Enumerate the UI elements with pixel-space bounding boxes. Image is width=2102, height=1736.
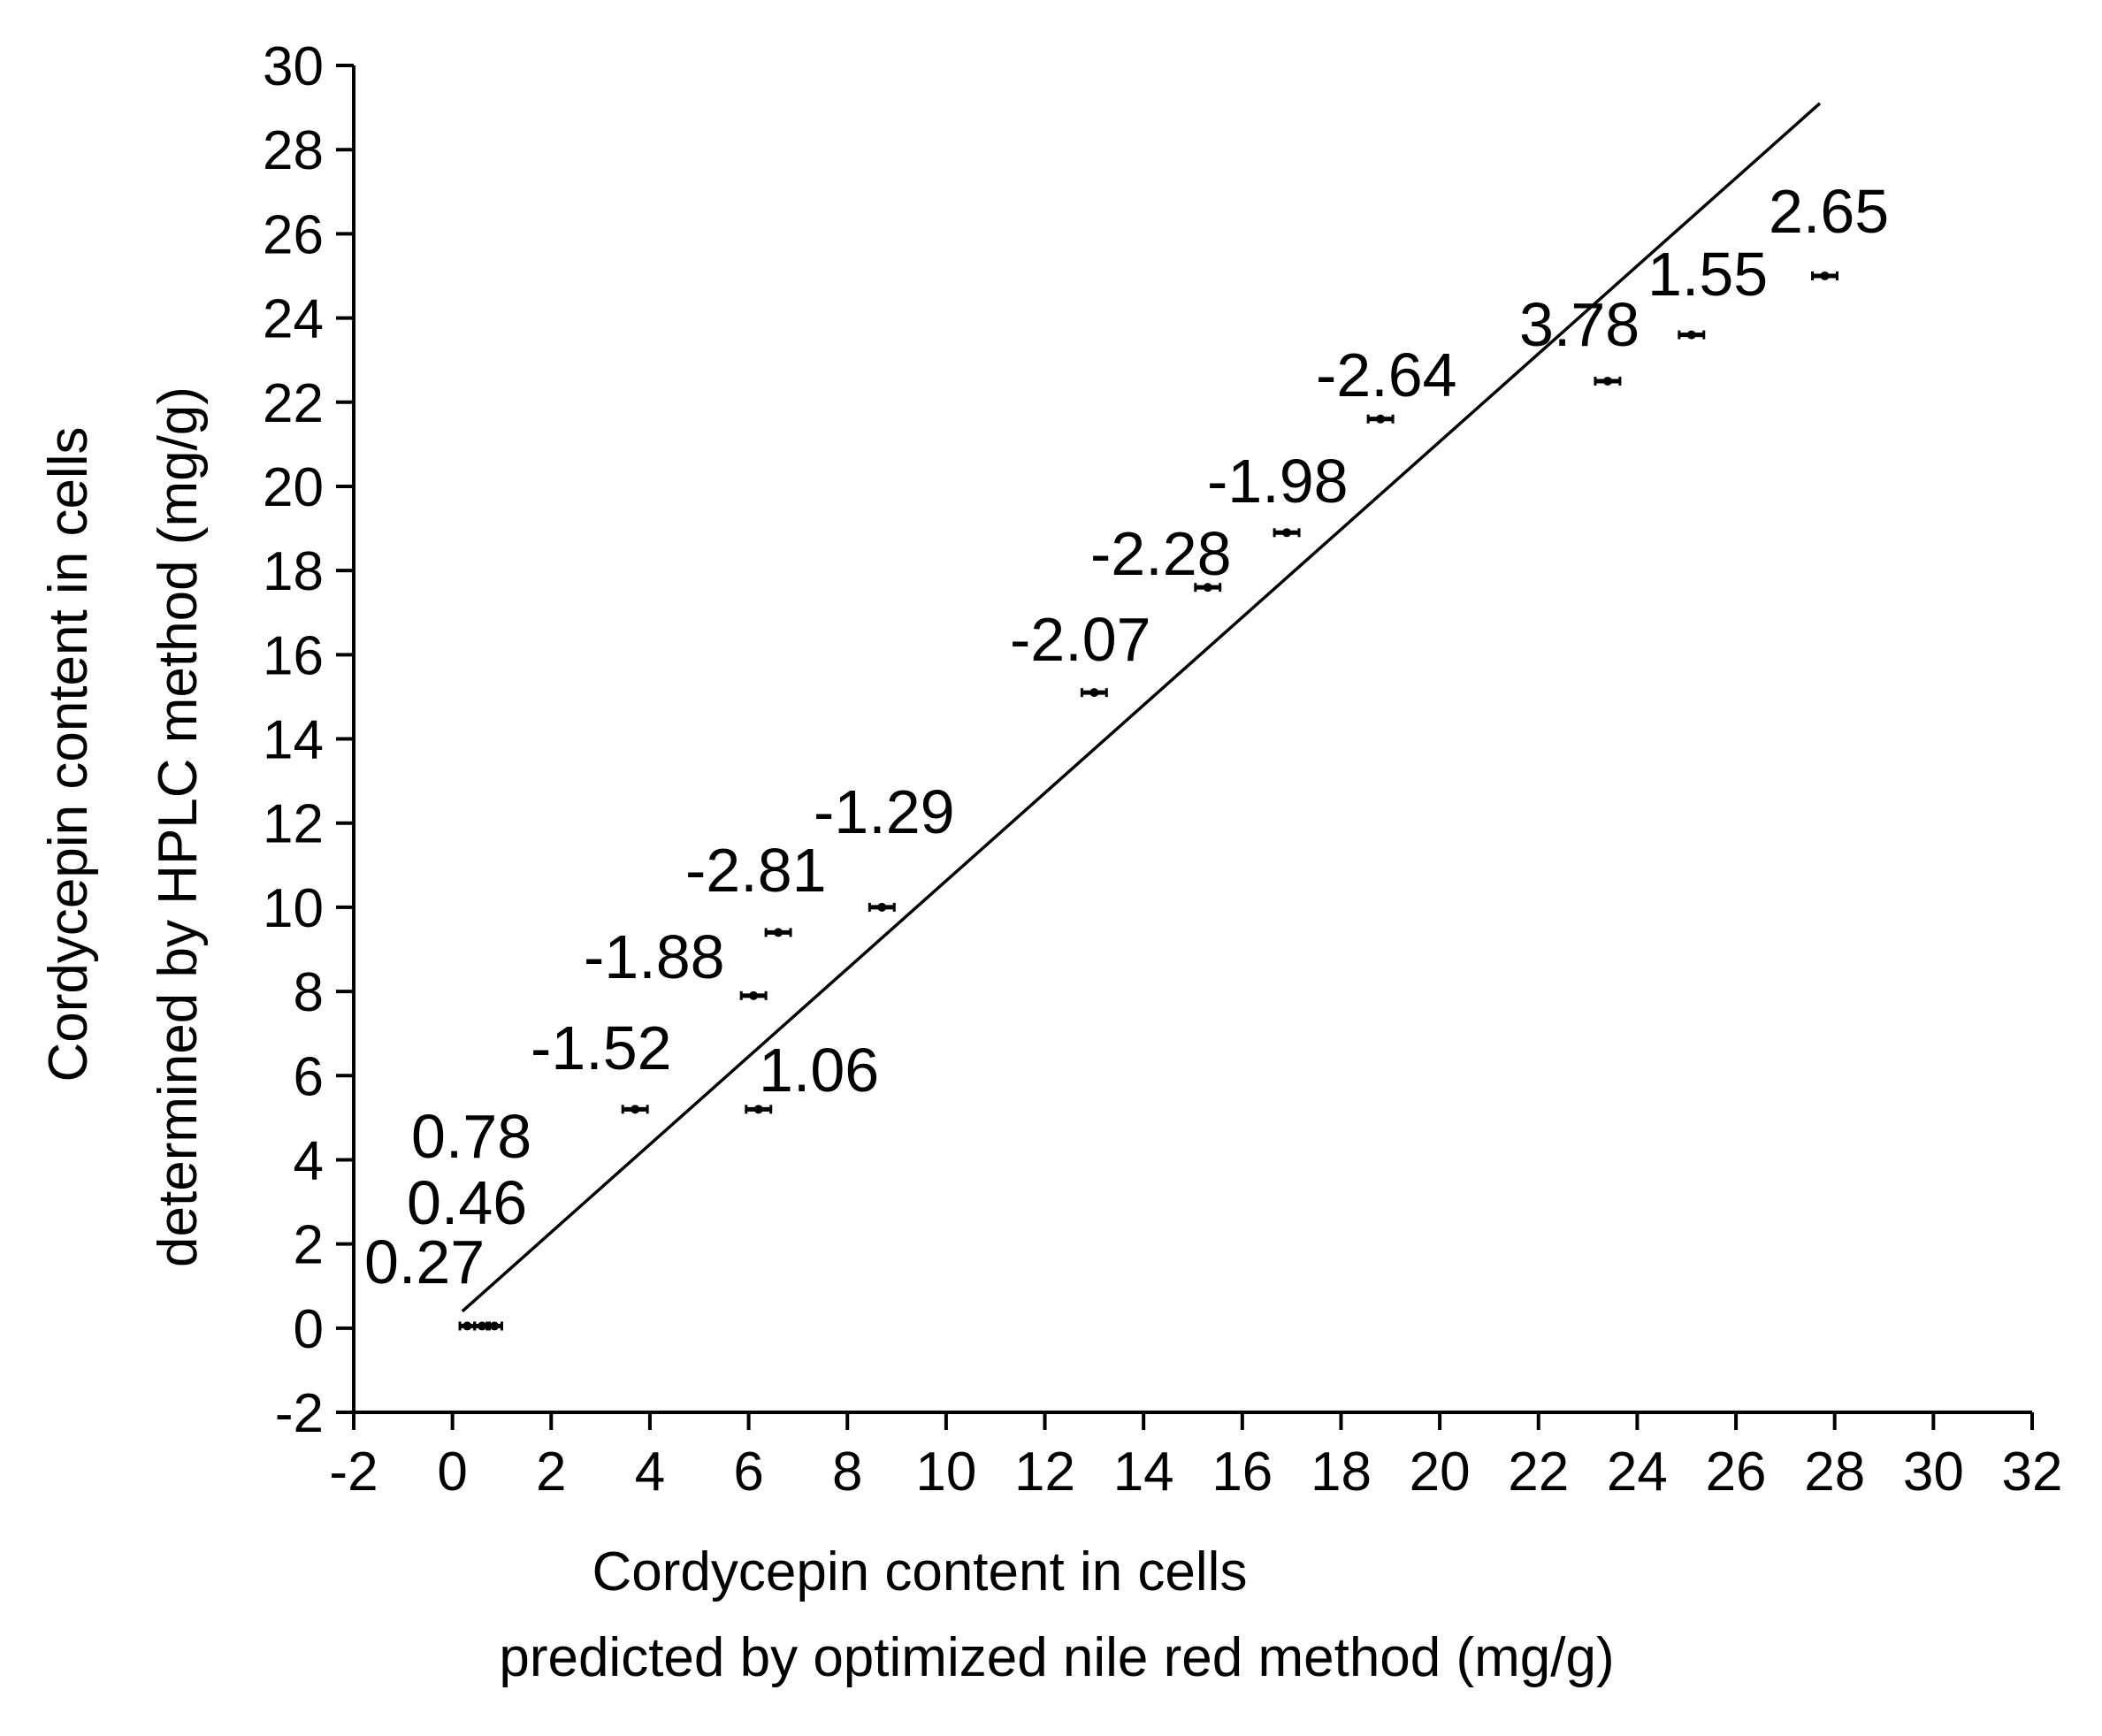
- x-axis-title-line-2: predicted by optimized nile red method (…: [499, 1627, 1614, 1688]
- point-marker: [753, 1105, 763, 1114]
- y-tick-label: 22: [263, 373, 324, 434]
- point-marker: [774, 928, 783, 937]
- data-point: [1194, 583, 1222, 593]
- data-point: [485, 1321, 503, 1331]
- point-label: -2.64: [1316, 340, 1457, 409]
- point-marker: [631, 1105, 640, 1114]
- x-tick-label: 22: [1508, 1442, 1569, 1503]
- x-tick-label: 18: [1311, 1442, 1372, 1503]
- point-marker: [1820, 271, 1830, 280]
- point-label: -1.52: [531, 1013, 672, 1082]
- y-tick-label: 28: [263, 120, 324, 181]
- data-point: [764, 928, 792, 937]
- point-label: -2.81: [685, 836, 827, 905]
- axes: -2 0 2 4 6 8 10 12 14 16 18 20 22 24 26 28 30 32-20246810…: [263, 36, 2062, 1503]
- x-tick-label: 12: [1014, 1442, 1075, 1503]
- point-marker: [462, 1321, 472, 1331]
- data-point: [1678, 330, 1706, 340]
- y-tick-label: 14: [263, 710, 324, 771]
- point-marker: [1686, 330, 1696, 340]
- y-tick-label: 26: [263, 204, 324, 265]
- point-label: 3.78: [1519, 290, 1640, 359]
- point-marker: [1089, 688, 1099, 698]
- data-point: [1366, 414, 1395, 424]
- y-axis-title-line-1: Cordycepin content in cells: [38, 427, 99, 1082]
- point-label: -1.88: [584, 922, 725, 991]
- x-tick-label: 10: [915, 1442, 976, 1503]
- point-label: -1.98: [1207, 447, 1349, 516]
- point-label: 1.06: [759, 1036, 879, 1105]
- point-marker: [1602, 376, 1612, 386]
- y-tick-label: 18: [263, 541, 324, 602]
- point-label: -2.28: [1090, 519, 1232, 588]
- y-tick-label: 10: [263, 878, 324, 939]
- x-tick-label: 2: [536, 1442, 566, 1503]
- point-marker: [478, 1321, 487, 1331]
- x-tick-label: 4: [635, 1442, 665, 1503]
- point-marker: [877, 902, 887, 912]
- x-tick-label: 32: [2002, 1442, 2063, 1503]
- point-label: 0.78: [411, 1102, 531, 1171]
- x-tick-label: 20: [1410, 1442, 1471, 1503]
- point-label: 0.46: [407, 1168, 527, 1237]
- y-tick-label: 20: [263, 457, 324, 518]
- trendline: [461, 102, 1822, 1313]
- x-tick-label: 8: [832, 1442, 862, 1503]
- point-label: 0.27: [364, 1227, 485, 1296]
- x-tick-label: 6: [733, 1442, 763, 1503]
- y-tick-label: -2: [275, 1383, 324, 1444]
- y-tick-label: 6: [294, 1046, 324, 1107]
- y-tick-label: 16: [263, 625, 324, 686]
- point-labels: 0.270.460.78-1.52 1.06 -1.88 -2.81-1.29 -2.0…: [364, 177, 1889, 1296]
- data-point: [458, 1321, 477, 1331]
- y-tick-label: 4: [294, 1130, 324, 1191]
- y-tick-label: 0: [294, 1299, 324, 1360]
- y-tick-label: 24: [263, 289, 324, 350]
- point-marker: [490, 1321, 500, 1331]
- point-label: -2.07: [1010, 605, 1151, 674]
- x-tick-label: 26: [1706, 1442, 1767, 1503]
- data-points: [458, 271, 1838, 1331]
- data-point: [621, 1105, 649, 1114]
- y-axis-title-line-2: determined by HPLC method (mg/g): [148, 386, 209, 1267]
- data-point: [1594, 376, 1622, 386]
- x-tick-label: 0: [437, 1442, 467, 1503]
- data-point: [739, 990, 768, 1000]
- data-point: [1273, 528, 1301, 538]
- y-tick-label: 12: [263, 794, 324, 855]
- point-label: -1.29: [814, 777, 955, 846]
- y-tick-label: 30: [263, 36, 324, 97]
- point-marker: [1376, 414, 1386, 424]
- x-tick-label: 14: [1113, 1442, 1174, 1503]
- x-tick-label: -2: [329, 1442, 378, 1503]
- y-tick-label: 2: [294, 1215, 324, 1276]
- data-point: [1811, 271, 1838, 280]
- point-marker: [749, 990, 759, 1000]
- x-tick-label: 16: [1212, 1442, 1273, 1503]
- point-label: 2.65: [1769, 177, 1889, 246]
- trendline-group: [461, 102, 1822, 1313]
- data-point: [745, 1105, 773, 1114]
- point-label: 1.55: [1647, 240, 1768, 309]
- x-axis-title-line-1: Cordycepin content in cells: [592, 1541, 1248, 1602]
- x-tick-label: 30: [1903, 1442, 1964, 1503]
- point-marker: [1203, 583, 1212, 593]
- data-point: [1080, 688, 1108, 698]
- point-marker: [1282, 528, 1292, 538]
- x-tick-label: 24: [1607, 1442, 1668, 1503]
- data-point: [868, 902, 896, 912]
- x-tick-label: 28: [1804, 1442, 1865, 1503]
- y-tick-label: 8: [294, 962, 324, 1023]
